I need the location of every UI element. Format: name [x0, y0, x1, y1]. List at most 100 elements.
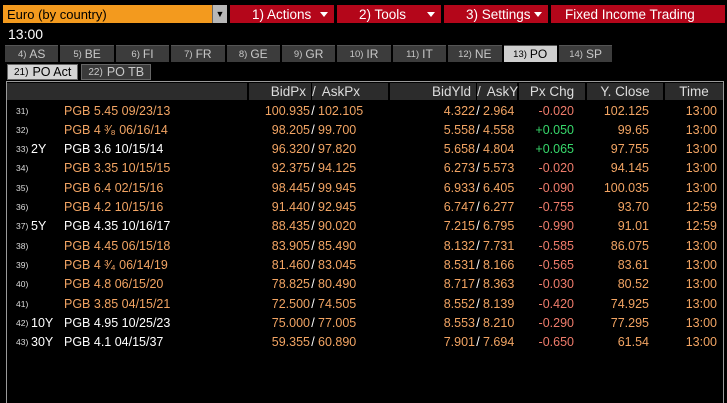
row-index: 32) [16, 124, 29, 135]
table-row[interactable]: 39) PGB 4 ³⁄₄ 06/14/19 81.460/83.045 8.531/… [7, 255, 723, 274]
header-askpx-label: AskPx [321, 84, 361, 99]
price-separator: / [311, 180, 315, 195]
tools-menu-button[interactable]: 2) Tools [337, 5, 441, 23]
caret-down-icon [427, 12, 435, 17]
table-row[interactable]: 33) 2Y PGB 3.6 10/15/14 96.320/97.820 5.658/… [7, 140, 723, 159]
row-index: 39) [16, 259, 29, 270]
tab-fi[interactable]: 6) FI [115, 45, 170, 62]
table-row[interactable]: 38) PGB 4.45 06/15/18 83.905/85.490 8.132/7… [7, 236, 723, 255]
price-separator: / [311, 257, 315, 272]
tab-as[interactable]: 4) AS [5, 45, 59, 62]
price-separator: / [311, 315, 315, 330]
bid-yield: 6.747 [443, 200, 475, 214]
header-askyld[interactable]: / AskYld [477, 83, 529, 100]
tab-number: 11) [406, 48, 420, 60]
header-bidpx[interactable]: BidPx [249, 83, 311, 100]
yield-separator: / [476, 180, 480, 195]
table-row[interactable]: 37) 5Y PGB 4.35 10/16/17 88.435/90.020 7.215… [7, 217, 723, 236]
table-row[interactable]: 31) PGB 5.45 09/23/13 100.935/102.105 4.322… [7, 101, 723, 120]
tab-po[interactable]: 13) PO [503, 45, 557, 62]
country-select[interactable]: Euro (by country) ▼ [3, 5, 227, 23]
country-tabs: 4) AS 5) BE 6) FI 7) FR 8) GE 9) GR 10) IR 11) I… [5, 45, 614, 62]
yesterday-close: 74.925 [610, 296, 649, 311]
tab-ir[interactable]: 10) IR [337, 45, 391, 62]
yield-separator: / [476, 257, 480, 272]
tab-ne[interactable]: 12) NE [448, 45, 502, 62]
header-time[interactable]: Time [665, 83, 723, 100]
ask-yield: 8.363 [483, 277, 515, 292]
tab-sp[interactable]: 14) SP [558, 45, 613, 62]
dropdown-arrow-icon[interactable]: ▼ [212, 5, 227, 23]
tab-gr[interactable]: 9) GR [281, 45, 336, 62]
bond-name: PGB 3.6 10/15/14 [64, 142, 164, 157]
header-yclose-label: Y. Close [600, 84, 650, 99]
quote-time: 13:00 [685, 315, 717, 330]
tab-label: BE [84, 47, 101, 61]
header-askpx[interactable]: / AskPx [312, 83, 388, 100]
ask-yield: 6.405 [483, 180, 515, 195]
tab-fr[interactable]: 7) FR [171, 45, 225, 62]
table-header: BidPx / AskPx BidYld / AskYld Px Chg Y. Cl… [7, 83, 723, 100]
price-separator: / [311, 122, 315, 137]
bond-name: PGB 4 ³⁄₄ 06/14/19 [64, 257, 168, 272]
quote-time: 13:00 [685, 161, 717, 176]
bid-price: 78.825 [271, 277, 310, 292]
ask-price: 92.945 [318, 200, 357, 214]
ask-yield: 8.166 [483, 257, 515, 272]
settings-menu-button[interactable]: 3) Settings [444, 5, 548, 23]
table-row[interactable]: 32) PGB 4 ³⁄₈ 06/16/14 98.205/99.700 5.558/… [7, 120, 723, 139]
subtab-number: 22) [88, 66, 103, 78]
ask-yield: 5.573 [483, 161, 515, 176]
header-askyld-label: AskYld [486, 84, 529, 99]
ask-yield: 7.694 [483, 335, 515, 350]
quote-time: 12:59 [685, 200, 717, 214]
tab-label: IT [422, 47, 433, 61]
quote-time: 13:00 [685, 122, 717, 137]
subtab-label: PO Act [32, 65, 72, 79]
price-change: -0.585 [538, 238, 574, 253]
fixed-income-trading-button[interactable]: Fixed Income Trading [551, 5, 725, 23]
price-change: -0.030 [538, 277, 574, 292]
yield-separator: / [476, 238, 480, 253]
tab-it[interactable]: 11) IT [392, 45, 447, 62]
subtab-po-tb[interactable]: 22) PO TB [81, 64, 152, 80]
tab-ge[interactable]: 8) GE [226, 45, 280, 62]
bid-yield: 6.273 [443, 161, 475, 176]
price-change: -0.090 [538, 180, 574, 195]
bid-price: 91.440 [271, 200, 310, 214]
tab-number: 4) [17, 48, 27, 60]
tab-label: PO [529, 47, 548, 61]
row-tenor: 10Y [31, 315, 54, 330]
price-separator: / [311, 277, 315, 292]
actions-menu-button[interactable]: 1) Actions [230, 5, 334, 23]
header-yclose[interactable]: Y. Close [587, 83, 663, 100]
row-tenor: 30Y [31, 335, 54, 350]
header-pxchg[interactable]: Px Chg [519, 83, 585, 100]
header-bidyld[interactable]: BidYld [390, 83, 476, 100]
bid-price: 88.435 [271, 219, 310, 234]
row-index: 33) [16, 144, 29, 155]
subtab-po-act[interactable]: 21) PO Act [7, 64, 79, 80]
price-change: -0.755 [538, 200, 574, 214]
tab-be[interactable]: 5) BE [60, 45, 114, 62]
tab-number: 5) [73, 48, 82, 60]
table-row[interactable]: 34) PGB 3.35 10/15/15 92.375/94.125 6.273/5… [7, 159, 723, 178]
table-row[interactable]: 42) 10Y PGB 4.95 10/25/23 75.000/77.005 8.55… [7, 313, 723, 332]
table-row[interactable]: 35) PGB 6.4 02/15/16 98.445/99.945 6.933/6.… [7, 178, 723, 197]
tab-number: 10) [349, 48, 364, 60]
price-separator: / [311, 103, 315, 118]
country-select-value: Euro (by country) [7, 6, 107, 22]
header-bidpx-label: BidPx [270, 84, 306, 99]
bond-table-frame [6, 81, 724, 403]
yield-separator: / [476, 161, 480, 176]
bond-name: PGB 3.85 04/15/21 [64, 296, 171, 311]
price-change: -0.290 [538, 315, 574, 330]
ask-price: 94.125 [318, 161, 357, 176]
table-row[interactable]: 36) PGB 4.2 10/15/16 91.440/92.945 6.747/6.… [7, 198, 723, 217]
table-row[interactable]: 43) 30Y PGB 4.1 04/15/37 59.355/60.890 7.901… [7, 333, 723, 352]
table-row[interactable]: 40) PGB 4.8 06/15/20 78.825/80.490 8.717/8.… [7, 275, 723, 294]
bid-yield: 5.558 [443, 122, 475, 137]
bond-name: PGB 4.1 04/15/37 [64, 335, 164, 350]
price-separator: / [311, 200, 315, 214]
table-row[interactable]: 41) PGB 3.85 04/15/21 72.500/74.505 8.552/8… [7, 294, 723, 313]
